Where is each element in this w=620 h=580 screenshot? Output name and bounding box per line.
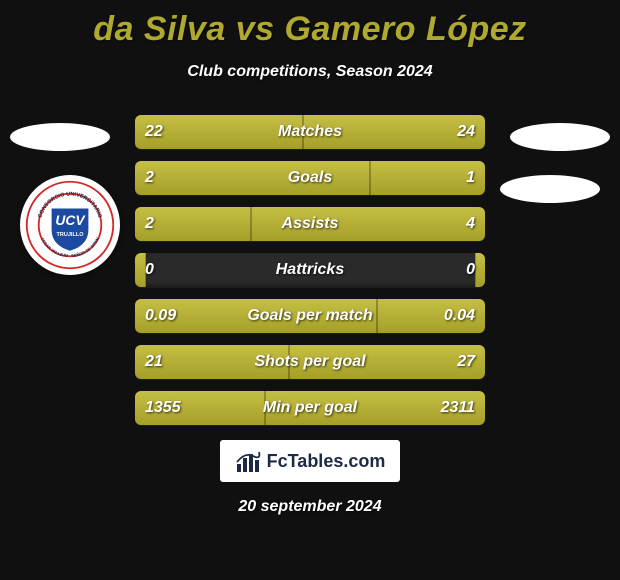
stat-label: Goals xyxy=(135,161,485,195)
page-title: da Silva vs Gamero López xyxy=(0,0,620,49)
stat-row: 0.090.04Goals per match xyxy=(135,299,485,333)
footer-date: 20 september 2024 xyxy=(0,498,620,516)
stat-label: Goals per match xyxy=(135,299,485,333)
stat-label: Assists xyxy=(135,207,485,241)
stat-label: Min per goal xyxy=(135,391,485,425)
footer-brand-text: FcTables.com xyxy=(267,451,386,472)
stat-row: 21Goals xyxy=(135,161,485,195)
stat-row: 00Hattricks xyxy=(135,253,485,287)
footer-brand: FcTables.com xyxy=(220,440,400,482)
team-left-badge: CONSORCIO UNIVERSITARIO CESAR VALLEJO · … xyxy=(20,175,120,275)
stat-label: Hattricks xyxy=(135,253,485,287)
stat-label: Shots per goal xyxy=(135,345,485,379)
svg-text:UCV: UCV xyxy=(55,213,86,228)
stat-row: 24Assists xyxy=(135,207,485,241)
stat-label: Matches xyxy=(135,115,485,149)
player-right-placeholder xyxy=(510,123,610,151)
stat-row: 13552311Min per goal xyxy=(135,391,485,425)
stat-row: 2127Shots per goal xyxy=(135,345,485,379)
stat-row: 2224Matches xyxy=(135,115,485,149)
team-right-placeholder xyxy=(500,175,600,203)
bars-chart-icon xyxy=(235,448,261,474)
club-badge-icon: CONSORCIO UNIVERSITARIO CESAR VALLEJO · … xyxy=(24,179,116,271)
player-left-placeholder xyxy=(10,123,110,151)
comparison-bars: 2224Matches 21Goals 24Assists 00Hattricks 0.… xyxy=(135,115,485,437)
svg-text:TRUJILLO: TRUJILLO xyxy=(57,232,85,238)
page-subtitle: Club competitions, Season 2024 xyxy=(0,63,620,81)
